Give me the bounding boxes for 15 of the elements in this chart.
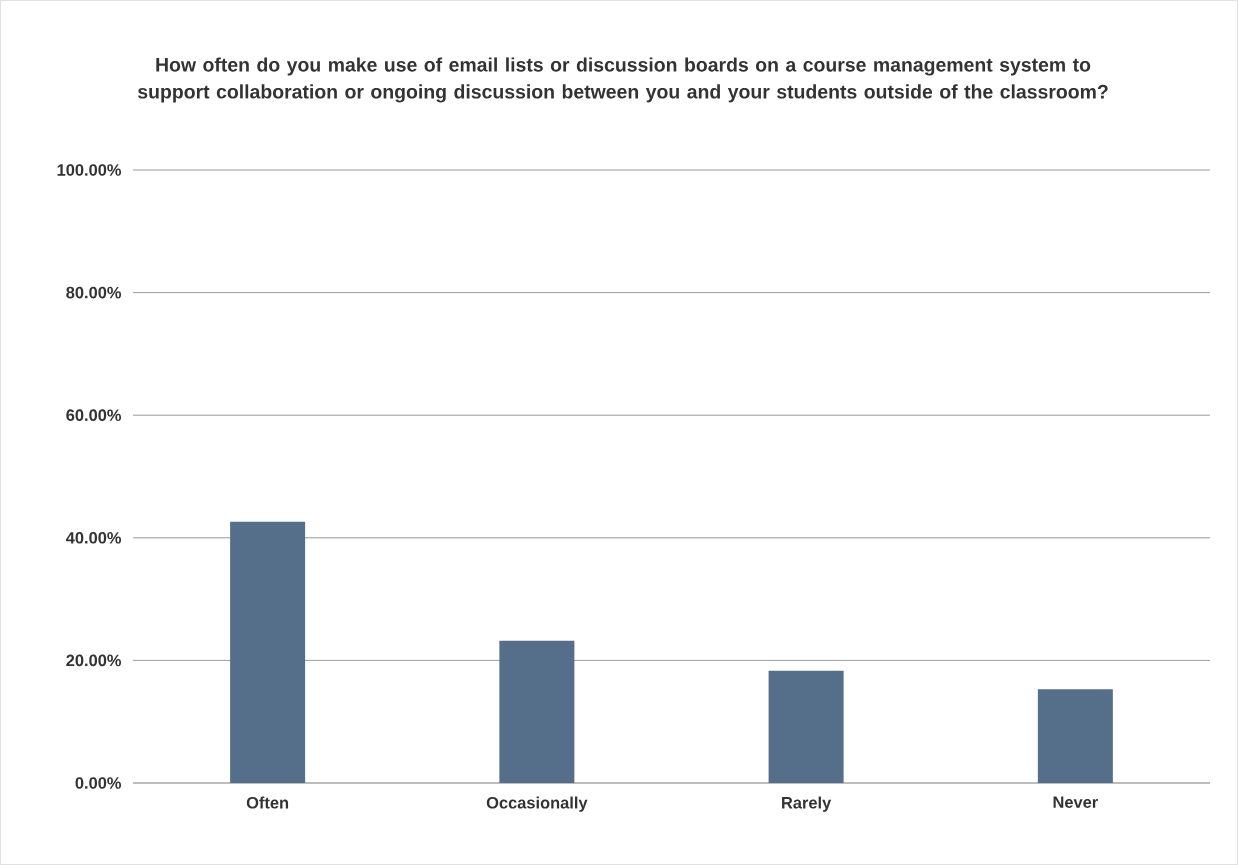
bar: [1037, 689, 1113, 783]
x-tick-label: Often: [246, 796, 289, 809]
y-tick-label: 80.00%: [66, 286, 122, 299]
y-tick-label: 40.00%: [65, 531, 122, 544]
x-tick-label: Never: [1053, 796, 1098, 808]
bar: [230, 521, 306, 783]
y-tick-label: 60.00%: [66, 409, 122, 422]
x-tick-label: Occasionally: [486, 796, 588, 812]
y-tick-label: 100.00%: [57, 164, 122, 176]
x-tick-label: Rarely: [782, 796, 832, 812]
chart-title: How often do you make use of email lists or discussion boards on a course management system to support collaboration or ongoing discussion between you and your students outside of the classroom?: [138, 57, 1108, 103]
bar: [768, 670, 844, 783]
y-tick-label: 0.00%: [75, 777, 122, 789]
bar: [499, 640, 575, 783]
y-tick-label: 20.00%: [66, 654, 122, 667]
